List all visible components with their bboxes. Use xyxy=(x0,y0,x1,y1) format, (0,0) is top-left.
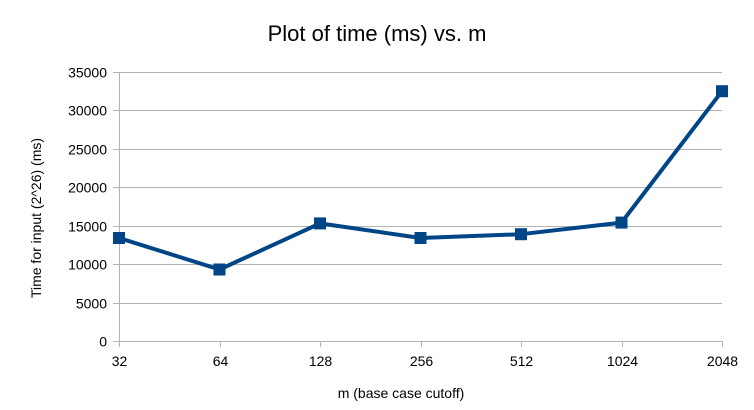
x-tick-label: 512 xyxy=(510,353,534,369)
chart-title: Plot of time (ms) vs. m xyxy=(268,21,487,46)
grid-layer xyxy=(113,72,723,347)
y-tick-label: 10000 xyxy=(68,257,107,273)
y-tick-label: 25000 xyxy=(68,142,107,158)
x-tick-labels: 32 64 128 256 512 1024 2048 xyxy=(112,353,739,369)
data-point-marker xyxy=(113,232,125,244)
y-tick-label: 35000 xyxy=(68,65,107,81)
y-tick-label: 5000 xyxy=(76,296,107,312)
data-point-marker xyxy=(414,232,427,244)
data-point-marker xyxy=(213,263,226,276)
x-tick-label: 32 xyxy=(112,353,128,369)
data-point-marker xyxy=(314,217,326,230)
data-point-marker xyxy=(515,228,527,241)
y-tick-label: 20000 xyxy=(68,180,107,196)
data-point-marker xyxy=(716,85,728,98)
x-tick-label: 64 xyxy=(213,353,229,369)
y-axis-label: Time for input (2^26) (ms) xyxy=(28,138,44,298)
y-tick-label: 0 xyxy=(99,334,107,350)
x-tick-label: 128 xyxy=(309,353,333,369)
series-layer xyxy=(113,85,728,276)
x-tick-label: 1024 xyxy=(607,353,638,369)
y-tick-label: 15000 xyxy=(68,219,107,235)
y-tick-label: 30000 xyxy=(68,103,107,119)
x-tick-label: 256 xyxy=(410,353,434,369)
y-tick-labels: 0 5000 10000 15000 20000 25000 30000 35000 xyxy=(68,65,107,350)
data-point-marker xyxy=(615,216,628,229)
x-tick-label: 2048 xyxy=(707,353,738,369)
x-axis-label: m (base case cutoff) xyxy=(338,385,465,401)
